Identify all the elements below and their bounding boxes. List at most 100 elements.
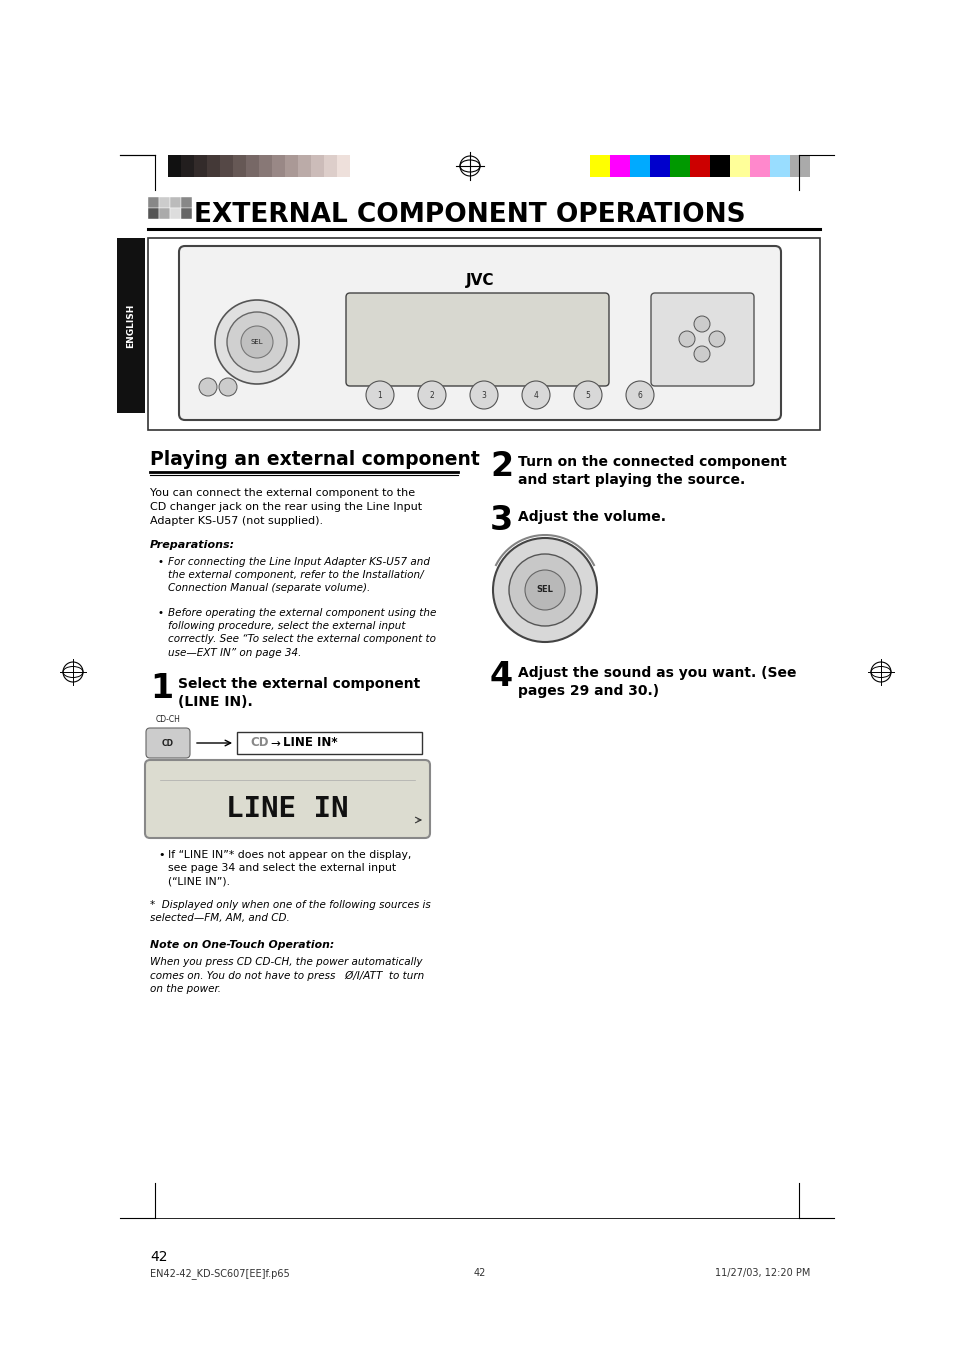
Text: •: • (158, 850, 164, 861)
Text: 1: 1 (150, 671, 172, 705)
Text: Adjust the volume.: Adjust the volume. (517, 509, 665, 524)
Text: Preparations:: Preparations: (150, 540, 234, 550)
Bar (709, 155, 729, 177)
Bar (233, 155, 246, 177)
Bar (669, 155, 689, 177)
Text: JVC: JVC (465, 273, 494, 288)
Text: For connecting the Line Input Adapter KS-U57 and
the external component, refer t: For connecting the Line Input Adapter KS… (168, 557, 430, 593)
Text: If “LINE IN”* does not appear on the display,
see page 34 and select the externa: If “LINE IN”* does not appear on the dis… (168, 850, 411, 886)
Text: *  Displayed only when one of the following sources is
selected—FM, AM, and CD.: * Displayed only when one of the followi… (150, 900, 431, 923)
Circle shape (493, 538, 597, 642)
Bar (336, 155, 350, 177)
Circle shape (366, 381, 394, 409)
Bar (350, 155, 363, 177)
Text: When you press CD CD-CH, the power automatically
comes on. You do not have to pr: When you press CD CD-CH, the power autom… (150, 957, 424, 994)
Text: EN42-42_KD-SC607[EE]f.p65: EN42-42_KD-SC607[EE]f.p65 (150, 1269, 290, 1279)
Bar (324, 155, 336, 177)
Bar (148, 238, 820, 430)
Text: SEL: SEL (536, 585, 553, 594)
Bar (246, 155, 258, 177)
Circle shape (574, 381, 601, 409)
Circle shape (227, 312, 287, 372)
Text: 1: 1 (377, 390, 382, 400)
Text: 11/27/03, 12:20 PM: 11/27/03, 12:20 PM (714, 1269, 809, 1278)
Text: You can connect the external component to the
CD changer jack on the rear using : You can connect the external component t… (150, 488, 421, 526)
Text: Select the external component
(LINE IN).: Select the external component (LINE IN). (178, 677, 420, 709)
Bar (789, 155, 809, 177)
Bar (769, 155, 789, 177)
Bar (272, 155, 285, 177)
Text: 42: 42 (474, 1269, 486, 1278)
Text: 4: 4 (533, 390, 537, 400)
Text: SEL: SEL (251, 339, 263, 345)
Bar (207, 155, 220, 177)
Text: 3: 3 (481, 390, 486, 400)
Circle shape (521, 381, 550, 409)
Text: CD: CD (250, 736, 268, 750)
Bar (589, 155, 609, 177)
FancyBboxPatch shape (146, 728, 190, 758)
Circle shape (470, 381, 497, 409)
Circle shape (219, 378, 236, 396)
Text: 6: 6 (637, 390, 641, 400)
Bar (297, 155, 311, 177)
Bar (311, 155, 324, 177)
Text: 4: 4 (490, 661, 513, 693)
Circle shape (509, 554, 580, 626)
Text: CD-CH: CD-CH (156, 715, 181, 724)
Text: •: • (158, 608, 164, 617)
Bar (749, 155, 769, 177)
Bar (170, 197, 181, 208)
Bar (168, 155, 181, 177)
Circle shape (693, 346, 709, 362)
Text: LINE IN: LINE IN (226, 794, 348, 823)
Text: LINE IN*: LINE IN* (283, 736, 337, 750)
Circle shape (524, 570, 564, 611)
Circle shape (241, 326, 273, 358)
Text: ENGLISH: ENGLISH (127, 304, 135, 347)
Circle shape (693, 316, 709, 332)
Text: 2: 2 (490, 450, 513, 484)
Bar (159, 208, 170, 219)
Bar (258, 155, 272, 177)
Text: 2: 2 (429, 390, 434, 400)
Text: 3: 3 (490, 504, 513, 536)
Text: Turn on the connected component
and start playing the source.: Turn on the connected component and star… (517, 455, 786, 488)
Text: 5: 5 (585, 390, 590, 400)
Bar (148, 208, 159, 219)
Bar (285, 155, 297, 177)
Circle shape (625, 381, 654, 409)
Bar (170, 208, 181, 219)
Bar (689, 155, 709, 177)
Bar (193, 155, 207, 177)
Text: Adjust the sound as you want. (See
pages 29 and 30.): Adjust the sound as you want. (See pages… (517, 666, 796, 698)
Text: Playing an external component: Playing an external component (150, 450, 479, 469)
Bar (729, 155, 749, 177)
Text: •: • (158, 557, 164, 567)
FancyBboxPatch shape (145, 761, 430, 838)
Circle shape (214, 300, 298, 384)
Text: EXTERNAL COMPONENT OPERATIONS: EXTERNAL COMPONENT OPERATIONS (193, 203, 745, 228)
Bar (148, 197, 159, 208)
Bar (629, 155, 649, 177)
Bar (220, 155, 233, 177)
Bar (609, 155, 629, 177)
Text: 42: 42 (150, 1250, 168, 1265)
Bar (159, 197, 170, 208)
FancyBboxPatch shape (346, 293, 608, 386)
Text: →: → (270, 736, 279, 750)
Circle shape (679, 331, 695, 347)
Text: Note on One-Touch Operation:: Note on One-Touch Operation: (150, 940, 334, 950)
FancyBboxPatch shape (179, 246, 781, 420)
Bar (117, 238, 145, 413)
Bar (181, 208, 192, 219)
FancyBboxPatch shape (650, 293, 753, 386)
Text: CD: CD (162, 739, 173, 747)
Bar (236, 732, 421, 754)
Circle shape (199, 378, 216, 396)
Text: Before operating the external component using the
following procedure, select th: Before operating the external component … (168, 608, 436, 658)
Circle shape (417, 381, 446, 409)
Circle shape (708, 331, 724, 347)
Bar (649, 155, 669, 177)
Bar (181, 155, 193, 177)
